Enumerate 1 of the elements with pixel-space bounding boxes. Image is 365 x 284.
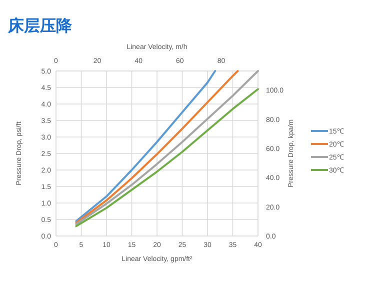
chart-title: 床层压降 bbox=[7, 17, 73, 35]
